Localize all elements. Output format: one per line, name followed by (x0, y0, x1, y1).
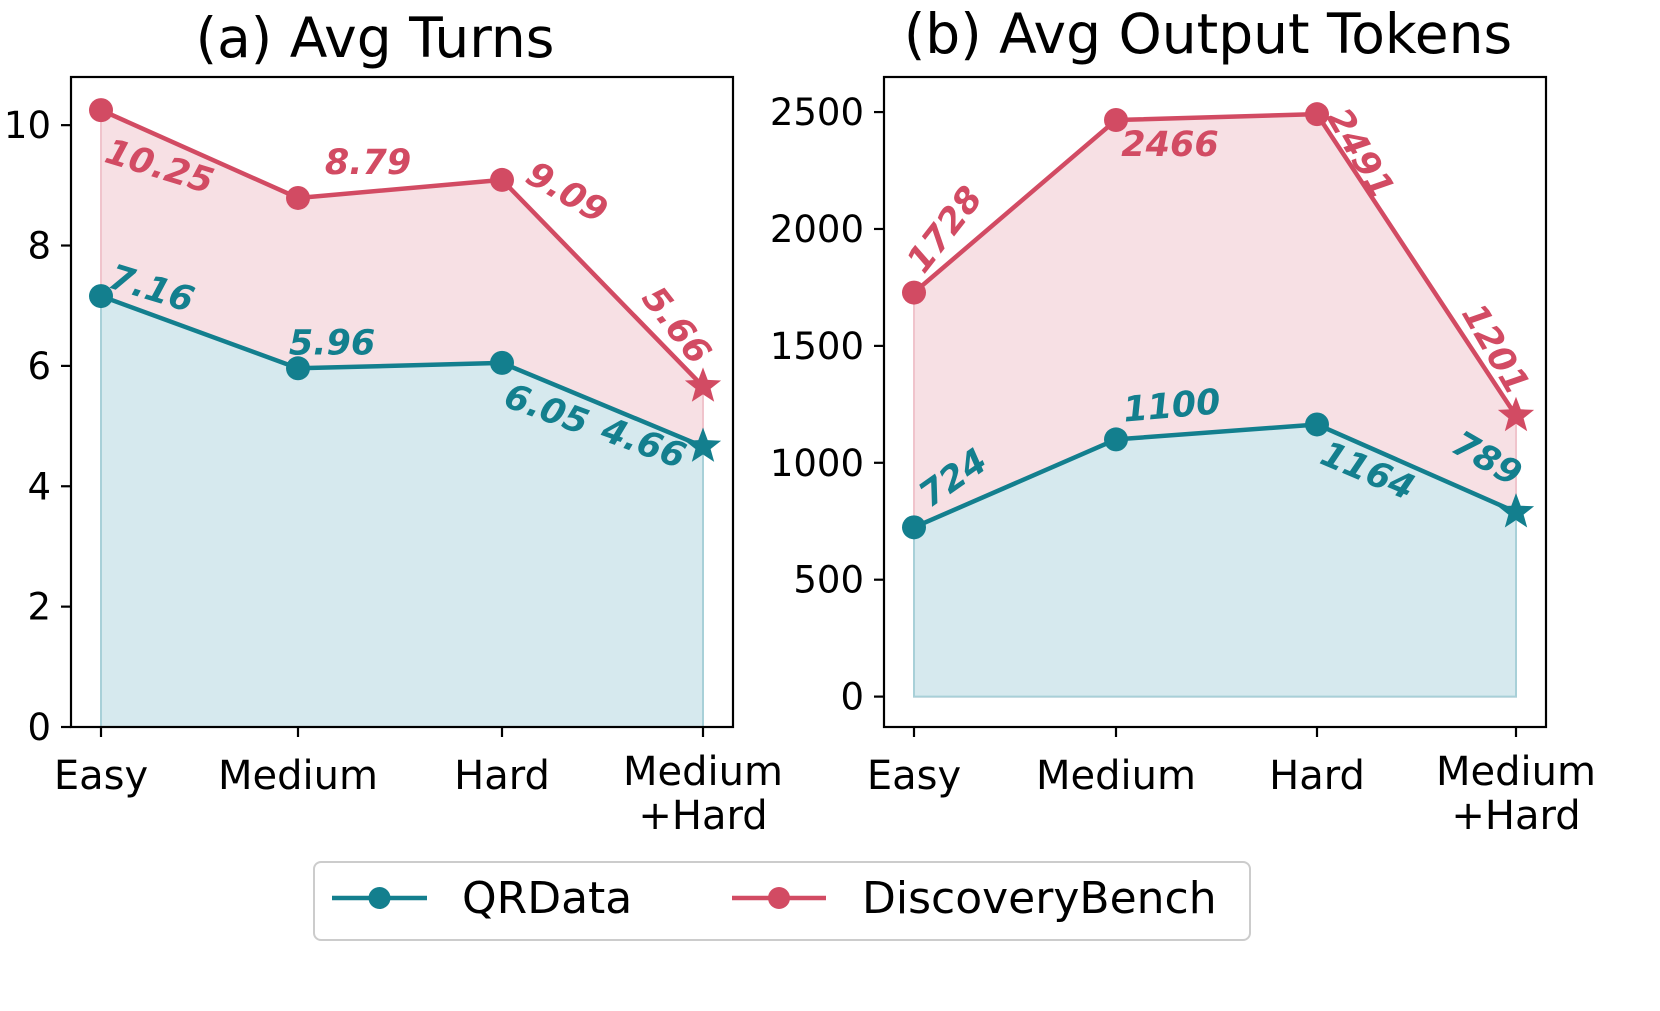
panel-avg-output-tokens: 0 500 1000 1500 2000 2500 Easy Medium Hard Medium… (770, 2, 1596, 839)
x-tick-label: Medium (218, 753, 378, 799)
qrdata-line (100, 293, 704, 449)
discoverybench-point (286, 185, 310, 210)
y-tick-label: 8 (27, 225, 51, 268)
x-tick-label: Easy (54, 753, 148, 799)
x-tick-label: Medium +Hard (623, 749, 783, 839)
y-tick-label: 2 (27, 586, 51, 629)
discoverybench-point (1305, 102, 1329, 127)
qrdata-point (1305, 412, 1329, 437)
qrdata-legend-marker (368, 887, 391, 909)
y-tick-label: 1500 (770, 325, 864, 368)
qrdata-point (89, 284, 113, 309)
qrdata-line (913, 422, 1517, 530)
x-tick-label: Hard (1269, 753, 1365, 799)
discoverybench-star-marker (1497, 396, 1535, 432)
qrdata-point (1104, 427, 1128, 452)
x-tick-label: Medium (1036, 753, 1196, 799)
y-tick-label: 500 (793, 559, 864, 602)
y-tick-label: 4 (27, 465, 51, 508)
discoverybench-point (1104, 108, 1128, 133)
y-tick-label: 2000 (770, 208, 864, 251)
qrdata-star-marker (684, 427, 722, 462)
legend: QRData DiscoveryBench (313, 861, 1251, 941)
x-tick-label-line: +Hard (1451, 793, 1580, 839)
x-tick-label: Easy (867, 753, 961, 799)
axes-frame (69, 75, 735, 729)
qrdata-legend-label: QRData (462, 873, 632, 924)
discoverybench-data-label: 2466 (1121, 125, 1218, 165)
discoverybench-line (912, 111, 1518, 418)
chart-title: (b) Avg Output Tokens (904, 2, 1512, 66)
discoverybench-data-label: 8.79 (325, 143, 411, 183)
qrdata-star-marker (1497, 493, 1535, 528)
discoverybench-point (490, 167, 514, 192)
axes-frame (882, 75, 1548, 729)
qrdata-data-label: 1100 (1122, 382, 1223, 430)
qrdata-point (902, 515, 926, 540)
qrdata-point (490, 350, 514, 375)
qrdata-point (286, 356, 310, 381)
y-tick-label: 0 (840, 676, 864, 719)
y-tick-label: 2500 (770, 91, 864, 134)
x-tick-label-line: Medium (623, 749, 783, 795)
y-tick-label: 10 (4, 104, 51, 147)
discoverybench-point (902, 280, 926, 305)
discoverybench-point (89, 98, 113, 123)
discoverybench-legend-marker (768, 887, 790, 909)
y-tick-label: 1000 (770, 442, 864, 485)
x-tick-label: Hard (454, 753, 550, 799)
y-tick-label: 6 (27, 345, 51, 388)
discoverybench-line (100, 108, 705, 388)
qrdata-data-label: 5.96 (289, 323, 375, 363)
discoverybench-legend-label: DiscoveryBench (862, 873, 1217, 924)
y-tick-label: 0 (27, 706, 51, 749)
x-tick-label: Medium +Hard (1436, 749, 1596, 839)
chart-title: (a) Avg Turns (196, 6, 555, 70)
discoverybench-star-marker (684, 367, 722, 402)
x-tick-label-line: Medium (1436, 749, 1596, 795)
x-tick-label-line: +Hard (638, 793, 767, 839)
